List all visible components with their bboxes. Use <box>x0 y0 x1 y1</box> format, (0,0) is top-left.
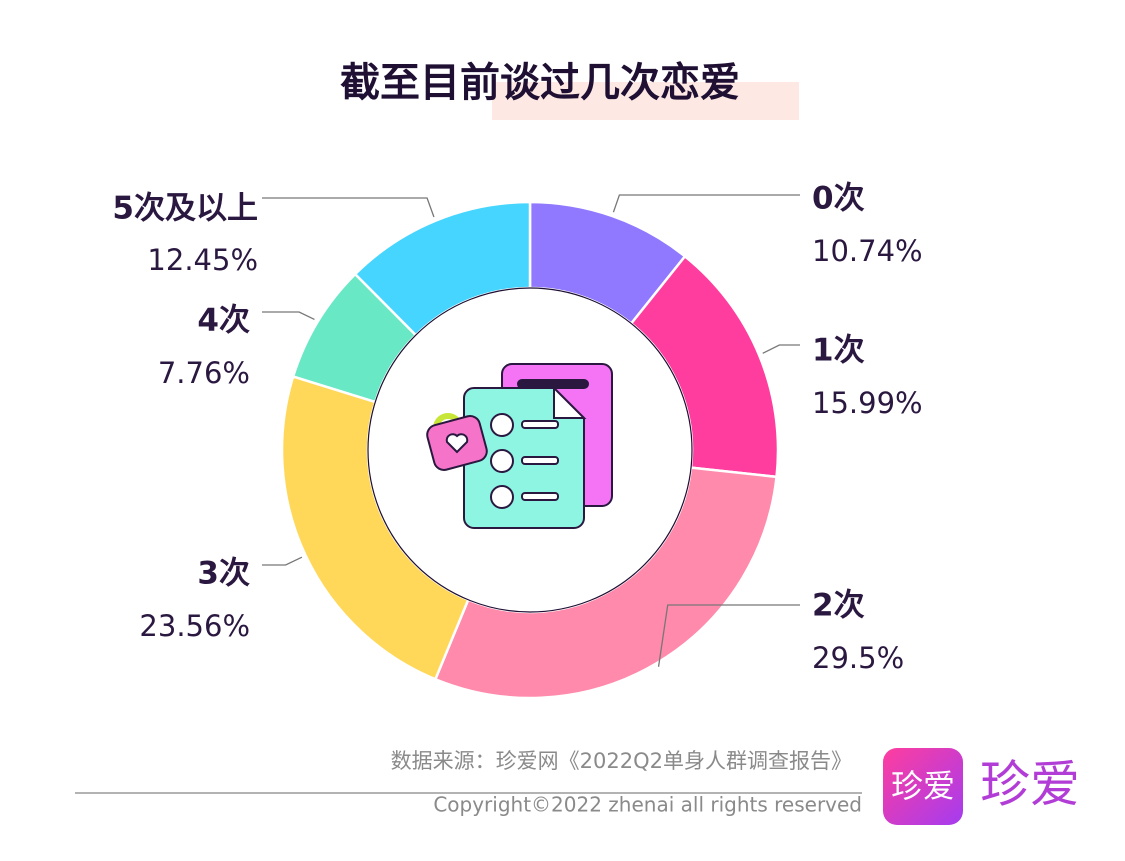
category-label: 3次 <box>197 556 250 592</box>
logo-badge <box>883 748 963 825</box>
leader-line <box>262 556 303 566</box>
category-label: 2次 <box>812 588 865 624</box>
category-label: 1次 <box>812 333 865 369</box>
copyright: Copyright©2022 zhenai all rights reserve… <box>433 793 862 817</box>
logo-badge-text: 珍爱 <box>891 767 955 805</box>
value-label: 29.5% <box>812 641 904 675</box>
labels: 0次 10.74% 1次 15.99% 2次 29.5% 3次 23.56% 4次 7.76% 5次… <box>112 181 922 676</box>
category-label: 5次及以上 <box>112 191 258 227</box>
source-note: 数据来源：珍爱网《2022Q2单身人群调查报告》 <box>391 749 852 773</box>
leader-line <box>262 197 435 218</box>
value-label: 7.76% <box>158 356 250 390</box>
value-label: 12.45% <box>147 243 258 277</box>
leader-line <box>762 344 800 354</box>
leader-line <box>262 311 315 320</box>
category-label: 0次 <box>812 181 865 217</box>
category-label: 4次 <box>197 303 250 339</box>
chart-title: 截至目前谈过几次恋爱 <box>340 60 740 106</box>
value-label: 15.99% <box>812 386 923 420</box>
value-label: 10.74% <box>812 234 923 268</box>
leader-line <box>612 194 800 213</box>
center-icon <box>426 363 613 529</box>
logo-text: 珍爱 <box>980 756 1080 814</box>
value-label: 23.56% <box>139 609 250 643</box>
leader-line <box>657 604 800 667</box>
title-highlight <box>492 82 799 120</box>
